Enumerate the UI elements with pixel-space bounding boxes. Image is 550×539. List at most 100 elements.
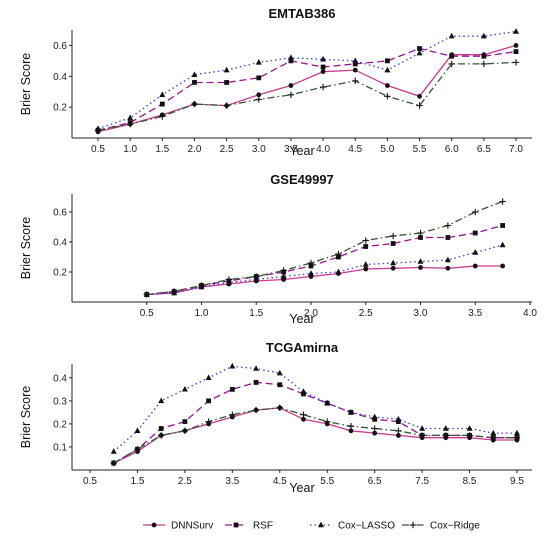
data-point-cox-ridge bbox=[352, 77, 359, 85]
y-tick-label: 0.4 bbox=[53, 238, 67, 249]
data-point-rsf bbox=[320, 64, 326, 70]
data-point-dnnsurv bbox=[363, 266, 369, 272]
x-axis-label: Year bbox=[289, 144, 314, 158]
data-point-cox-ridge bbox=[319, 83, 327, 91]
data-point-cox-lasso bbox=[362, 261, 369, 267]
data-point-cox-lasso bbox=[229, 362, 236, 369]
x-tick-label: 2.5 bbox=[359, 308, 373, 319]
data-point-rsf bbox=[390, 241, 396, 246]
series-line-cox-ridge bbox=[146, 200, 503, 296]
data-point-cox-ridge bbox=[466, 432, 473, 439]
data-point-cox-lasso bbox=[205, 374, 212, 381]
data-point-dnnsurv bbox=[301, 416, 306, 422]
data-point-cox-ridge bbox=[300, 411, 307, 418]
x-tick-label: 4.5 bbox=[348, 144, 362, 155]
data-point-cox-lasso bbox=[499, 241, 506, 248]
data-point-rsf bbox=[481, 53, 487, 59]
y-tick-label: 0.6 bbox=[53, 208, 67, 219]
x-tick-label: 5.5 bbox=[413, 144, 427, 155]
data-point-rsf bbox=[500, 223, 506, 228]
data-point-cox-lasso bbox=[127, 114, 134, 121]
data-point-cox-lasso bbox=[416, 49, 423, 56]
legend-marker bbox=[151, 522, 157, 528]
data-point-cox-ridge bbox=[110, 459, 117, 467]
data-point-cox-ridge bbox=[276, 404, 283, 411]
x-tick-label: 1.5 bbox=[155, 144, 169, 155]
x-tick-label: 9.5 bbox=[510, 476, 524, 487]
legend-item-cox-lasso: Cox−LASSO bbox=[310, 521, 395, 532]
data-point-rsf bbox=[363, 244, 369, 249]
data-point-cox-ridge bbox=[371, 425, 378, 432]
data-point-cox-ridge bbox=[181, 427, 189, 435]
data-point-cox-ridge bbox=[205, 418, 212, 425]
data-point-cox-lasso bbox=[395, 415, 402, 422]
data-point-cox-ridge bbox=[444, 222, 452, 229]
y-tick-label: 0.2 bbox=[53, 103, 67, 114]
data-point-rsf bbox=[277, 382, 283, 388]
x-tick-label: 3.5 bbox=[468, 308, 482, 319]
data-point-cox-lasso bbox=[480, 32, 487, 39]
data-point-dnnsurv bbox=[256, 92, 262, 98]
data-point-cox-ridge bbox=[143, 291, 150, 298]
data-point-rsf bbox=[301, 391, 306, 397]
data-point-dnnsurv bbox=[390, 265, 396, 271]
x-tick-label: 0.5 bbox=[91, 144, 105, 155]
data-point-cox-ridge bbox=[389, 232, 397, 240]
y-axis-label: Brier Score bbox=[19, 53, 33, 116]
data-point-cox-ridge bbox=[384, 93, 391, 100]
y-tick-label: 0.4 bbox=[53, 373, 67, 384]
data-point-cox-ridge bbox=[324, 418, 331, 425]
data-point-cox-ridge bbox=[229, 411, 236, 418]
legend-label: DNNSurv bbox=[171, 521, 213, 532]
x-tick-label: 5.5 bbox=[320, 476, 334, 487]
legend-marker bbox=[409, 521, 417, 529]
data-point-dnnsurv bbox=[352, 67, 358, 73]
x-tick-label: 0.5 bbox=[140, 308, 154, 319]
data-point-dnnsurv bbox=[513, 43, 519, 48]
data-point-cox-lasso bbox=[158, 397, 165, 404]
x-tick-label: 3.5 bbox=[225, 476, 239, 487]
data-point-dnnsurv bbox=[418, 265, 423, 270]
panel-title: EMTAB386 bbox=[269, 6, 336, 21]
data-point-rsf bbox=[192, 80, 197, 85]
data-point-cox-ridge bbox=[126, 120, 134, 128]
x-tick-label: 6.0 bbox=[445, 144, 459, 155]
y-axis-label: Brier Score bbox=[19, 386, 33, 449]
data-point-cox-lasso bbox=[384, 66, 391, 73]
data-point-cox-lasso bbox=[324, 399, 331, 406]
data-point-rsf bbox=[158, 426, 164, 431]
data-point-cox-lasso bbox=[442, 425, 449, 431]
series-cox-lasso bbox=[110, 362, 520, 454]
data-point-rsf bbox=[445, 235, 451, 240]
data-point-dnnsurv bbox=[395, 433, 401, 438]
data-point-rsf bbox=[159, 101, 165, 107]
data-point-cox-lasso bbox=[513, 28, 519, 34]
series-dnnsurv bbox=[144, 263, 506, 297]
data-point-cox-lasso bbox=[280, 273, 287, 279]
data-point-cox-ridge bbox=[448, 60, 455, 68]
y-tick-label: 0.2 bbox=[53, 419, 67, 430]
legend-item-rsf: RSF bbox=[225, 521, 273, 532]
x-tick-label: 2.0 bbox=[304, 308, 318, 319]
x-tick-label: 2.5 bbox=[178, 476, 192, 487]
data-point-cox-ridge bbox=[159, 113, 166, 120]
series-cox-ridge bbox=[110, 404, 521, 467]
legend-marker bbox=[233, 522, 239, 528]
series-line-dnnsurv bbox=[146, 265, 503, 296]
series-line-cox-lasso bbox=[113, 365, 517, 453]
x-tick-label: 1.5 bbox=[130, 476, 144, 487]
data-point-dnnsurv bbox=[348, 428, 354, 434]
data-point-cox-lasso bbox=[134, 427, 141, 434]
x-tick-label: 7.0 bbox=[509, 144, 523, 155]
data-point-cox-lasso bbox=[287, 54, 294, 60]
x-tick-label: 4.0 bbox=[523, 308, 537, 319]
data-point-cox-ridge bbox=[157, 432, 165, 439]
panel-title: TCGAmirna bbox=[266, 340, 339, 355]
x-tick-label: 2.0 bbox=[188, 144, 202, 155]
data-point-dnnsurv bbox=[288, 83, 294, 88]
data-point-rsf bbox=[449, 53, 455, 59]
data-point-cox-lasso bbox=[417, 258, 424, 264]
data-point-dnnsurv bbox=[384, 83, 390, 88]
legend-label: Cox−LASSO bbox=[338, 521, 395, 532]
